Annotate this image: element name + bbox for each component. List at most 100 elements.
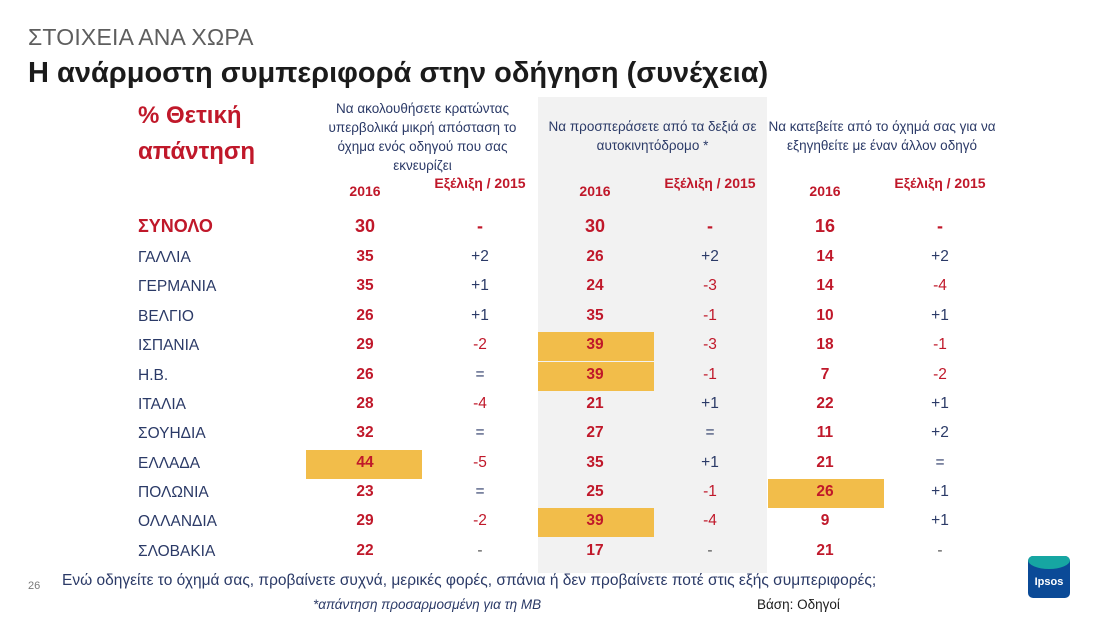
change-vs-2015: +1 <box>471 307 489 324</box>
highlight-cell <box>538 362 654 391</box>
table-row: ΕΛΛΑΔΑ 44 -5 35 +1 21 = <box>0 449 1100 478</box>
country-name: ΓΑΛΛΙΑ <box>138 249 191 266</box>
change-vs-2015: +1 <box>931 307 949 324</box>
value-2016: 14 <box>816 248 834 265</box>
value-2016: 35 <box>356 277 374 294</box>
change-vs-2015: -3 <box>703 277 717 294</box>
change-vs-2015: -1 <box>703 483 717 500</box>
change-vs-2015: -1 <box>933 336 947 353</box>
value-2016: 18 <box>816 336 834 353</box>
change-vs-2015: +2 <box>931 248 949 265</box>
value-2016: 26 <box>586 248 604 265</box>
logo-cap-shape <box>1028 556 1070 569</box>
highlight-cell <box>306 450 422 479</box>
change-vs-2015: +2 <box>701 248 719 265</box>
ipsos-logo: Ipsos <box>1028 556 1070 598</box>
change-vs-2015: = <box>475 366 485 383</box>
slide-title: Η ανάρμοστη συμπεριφορά στην οδήγηση (συ… <box>28 57 769 89</box>
value-2016: 21 <box>816 542 834 559</box>
value-2016: 26 <box>816 483 834 500</box>
table-row: ΣΛΟΒΑΚΙΑ 22 - 17 - 21 - <box>0 537 1100 566</box>
total-row: ΣΥΝΟΛΟ 30 - 30 - 16 - <box>0 213 1100 242</box>
change-vs-2015: - <box>707 542 713 559</box>
value-2016: 14 <box>816 277 834 294</box>
change-vs-2015: -5 <box>473 454 487 471</box>
change-vs-2015: +1 <box>931 483 949 500</box>
value-2016: 28 <box>356 395 374 412</box>
table-row: Η.Β. 26 = 39 -1 7 -2 <box>0 361 1100 390</box>
change-vs-2015: - <box>937 542 943 559</box>
value-2016: 23 <box>356 483 374 500</box>
column-header-3: Να κατεβείτε από το όχημά σας για να εξη… <box>768 119 996 153</box>
country-name: ΣΟΥΗΔΙΑ <box>138 425 206 442</box>
change-vs-2015: +1 <box>931 512 949 529</box>
country-name: Η.Β. <box>138 367 169 384</box>
value-2016: 39 <box>586 512 604 529</box>
value-2016: 35 <box>586 454 604 471</box>
change-header-3: Εξέλιξη / 2015 <box>894 175 986 191</box>
table-row: ΙΣΠΑΝΙΑ 29 -2 39 -3 18 -1 <box>0 331 1100 360</box>
change-vs-2015: +1 <box>471 277 489 294</box>
change-vs-2015: -1 <box>703 307 717 324</box>
change-vs-2015: +1 <box>701 454 719 471</box>
year-header-2: 2016 <box>579 183 611 199</box>
value-2016: 9 <box>820 512 830 529</box>
change-vs-2015: -2 <box>473 512 487 529</box>
value-2016: 22 <box>816 395 834 412</box>
change-vs-2015: -4 <box>933 277 947 294</box>
page-number: 26 <box>28 580 41 592</box>
value-2016: 10 <box>816 307 834 324</box>
change-vs-2015: -4 <box>703 512 717 529</box>
column-header-1: Να ακολουθήσετε κρατώντας υπερβολικά μικ… <box>328 101 517 173</box>
country-name: ΠΟΛΩΝΙΑ <box>138 484 209 501</box>
country-name: ΣΥΝΟΛΟ <box>138 216 213 236</box>
year-header-1: 2016 <box>349 183 381 199</box>
value-2016: 35 <box>356 248 374 265</box>
section-subtitle: ΣΤΟΙΧΕΙΑ ΑΝΑ ΧΩΡΑ <box>28 24 254 50</box>
country-name: ΙΤΑΛΙΑ <box>138 396 186 413</box>
change-vs-2015: +2 <box>931 424 949 441</box>
table-row: ΓΕΡΜΑΝΙΑ 35 +1 24 -3 14 -4 <box>0 272 1100 301</box>
change-vs-2015: = <box>475 483 485 500</box>
country-name: ΒΕΛΓΙΟ <box>138 308 194 325</box>
country-name: ΣΛΟΒΑΚΙΑ <box>138 543 216 560</box>
value-2016: 17 <box>586 542 604 559</box>
value-2016: 39 <box>586 336 604 353</box>
highlight-cell <box>538 508 654 537</box>
change-vs-2015: = <box>475 424 485 441</box>
value-2016: 30 <box>584 216 606 236</box>
value-2016: 32 <box>356 424 374 441</box>
value-2016: 29 <box>356 512 374 529</box>
country-name: ΓΕΡΜΑΝΙΑ <box>138 278 217 295</box>
year-header-3: 2016 <box>809 183 841 199</box>
value-2016: 35 <box>586 307 604 324</box>
highlight-cell <box>538 332 654 361</box>
change-vs-2015: - <box>477 542 483 559</box>
change-vs-2015: -4 <box>473 395 487 412</box>
value-2016: 7 <box>820 366 830 383</box>
change-header-2: Εξέλιξη / 2015 <box>664 175 756 191</box>
value-2016: 21 <box>586 395 604 412</box>
highlight-cell <box>768 479 884 508</box>
change-vs-2015: -3 <box>703 336 717 353</box>
table-row: ΙΤΑΛΙΑ 28 -4 21 +1 22 +1 <box>0 390 1100 419</box>
change-vs-2015: -2 <box>473 336 487 353</box>
value-2016: 29 <box>356 336 374 353</box>
change-vs-2015: -1 <box>703 366 717 383</box>
change-header-1: Εξέλιξη / 2015 <box>434 175 526 191</box>
value-2016: 26 <box>356 366 374 383</box>
change-vs-2015: -2 <box>933 366 947 383</box>
positive-answer-label: % Θετική απάντηση <box>138 102 256 165</box>
footnote: *απάντηση προσαρμοσμένη για τη ΜΒ <box>313 597 542 612</box>
value-2016: 11 <box>816 424 834 441</box>
value-2016: 21 <box>816 454 834 471</box>
column-header-2: Να προσπεράσετε από τα δεξιά σε αυτοκινη… <box>548 119 757 153</box>
value-2016: 27 <box>586 424 604 441</box>
value-2016: 26 <box>356 307 374 324</box>
change-vs-2015: = <box>935 454 945 471</box>
survey-question: Ενώ οδηγείτε το όχημά σας, προβαίνετε συ… <box>62 572 877 589</box>
table-row: ΒΕΛΓΙΟ 26 +1 35 -1 10 +1 <box>0 302 1100 331</box>
table-row: ΠΟΛΩΝΙΑ 23 = 25 -1 26 +1 <box>0 478 1100 507</box>
change-vs-2015: +1 <box>931 395 949 412</box>
value-2016: 16 <box>814 216 836 236</box>
